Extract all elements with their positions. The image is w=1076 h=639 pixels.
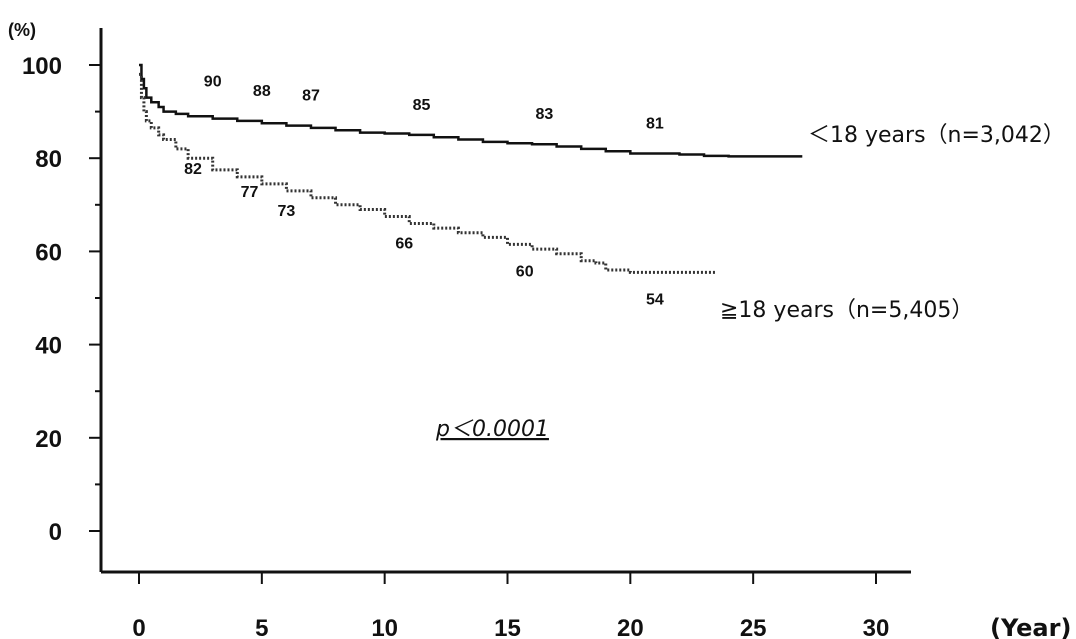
x-tick-label: 0 — [132, 615, 145, 639]
x-tick-label: 20 — [617, 615, 644, 639]
series-line-0 — [139, 63, 803, 158]
y-tick-label: 40 — [35, 333, 62, 360]
y-unit-label: (%) — [8, 20, 36, 40]
y-tick-label: 100 — [22, 53, 62, 80]
data-label: 90 — [204, 74, 222, 91]
p-value-annotation: p＜0.0001 — [435, 417, 549, 442]
data-label: 85 — [413, 97, 431, 114]
series-label-under-18: ＜18 years（n=3,042） — [808, 123, 1065, 148]
y-tick-label: 60 — [35, 239, 62, 266]
data-label: 87 — [302, 88, 320, 105]
x-ticks: 0 5 10 15 20 25 30 — [132, 572, 889, 639]
x-tick-label: 5 — [255, 615, 268, 639]
data-label: 83 — [535, 106, 553, 123]
data-labels: 90 88 87 85 83 81 82 77 73 66 60 54 — [184, 74, 664, 309]
series-label-18-plus: ≧18 years（n=5,405） — [720, 298, 973, 323]
y-tick-label: 0 — [49, 519, 62, 546]
data-label: 73 — [278, 203, 296, 220]
data-label: 77 — [241, 184, 259, 201]
data-label: 66 — [395, 235, 413, 252]
y-tick-label: 20 — [35, 426, 62, 453]
x-tick-label: 25 — [740, 615, 767, 639]
series-line-1 — [139, 72, 717, 274]
series-group — [139, 63, 803, 274]
x-tick-label: 15 — [494, 615, 521, 639]
data-label: 54 — [646, 291, 664, 308]
data-label: 82 — [184, 161, 202, 178]
data-label: 81 — [646, 116, 664, 133]
x-tick-label: 10 — [371, 615, 398, 639]
x-unit-label: (Year) — [990, 614, 1071, 639]
axes — [99, 28, 911, 574]
x-tick-label: 30 — [863, 615, 890, 639]
data-label: 88 — [253, 83, 271, 100]
y-ticks: 0 20 40 60 80 100 — [22, 53, 101, 546]
y-tick-label: 80 — [35, 146, 62, 173]
data-label: 60 — [516, 263, 534, 280]
